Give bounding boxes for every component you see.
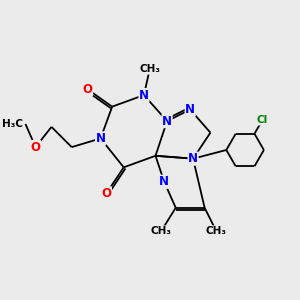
Text: N: N [188,152,198,165]
Text: CH₃: CH₃ [139,64,160,74]
Text: N: N [139,88,149,102]
Text: O: O [82,83,93,96]
Text: N: N [185,103,195,116]
Text: O: O [101,187,111,200]
Text: N: N [162,115,172,128]
Text: Cl: Cl [257,115,268,125]
Text: N: N [159,175,169,188]
Text: CH₃: CH₃ [151,226,172,236]
Text: N: N [96,132,106,145]
Text: H₃C: H₃C [2,119,22,129]
Text: O: O [31,141,40,154]
Text: CH₃: CH₃ [206,226,227,236]
